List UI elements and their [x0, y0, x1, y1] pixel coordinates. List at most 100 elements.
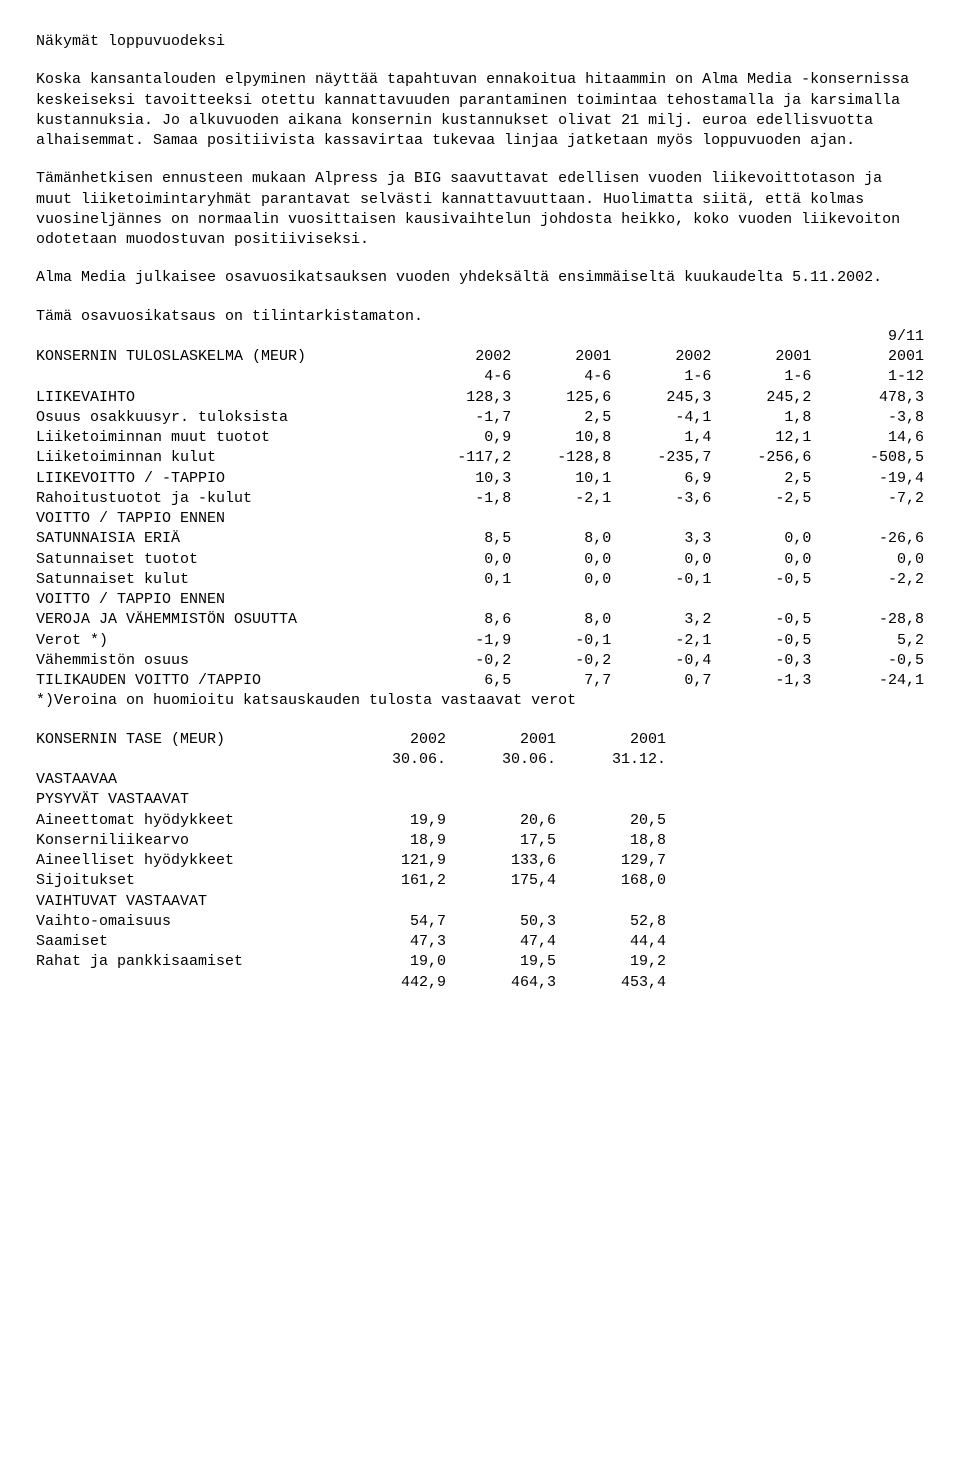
income-cell — [811, 590, 924, 610]
income-row-label: Satunnaiset tuotot — [36, 550, 411, 570]
income-cell: 3,2 — [611, 610, 711, 630]
balance-row: Konserniliikearvo18,917,518,8 — [36, 831, 924, 851]
income-year-2: 2002 — [611, 347, 711, 367]
income-year-3: 2001 — [711, 347, 811, 367]
income-cell: -28,8 — [811, 610, 924, 630]
balance-row-label: VAIHTUVAT VASTAAVAT — [36, 892, 336, 912]
income-cell: -24,1 — [811, 671, 924, 691]
income-cell: 0,0 — [711, 529, 811, 549]
income-row-label: LIIKEVAIHTO — [36, 388, 411, 408]
income-cell: 128,3 — [411, 388, 511, 408]
income-cell: -2,1 — [611, 631, 711, 651]
income-cell: 10,1 — [511, 469, 611, 489]
income-header-years: KONSERNIN TULOSLASKELMA (MEUR) 2002 2001… — [36, 347, 924, 367]
balance-cell — [446, 892, 556, 912]
income-cell: -0,5 — [711, 631, 811, 651]
income-row: VEROJA JA VÄHEMMISTÖN OSUUTTA8,68,03,2-0… — [36, 610, 924, 630]
income-cell: 6,5 — [411, 671, 511, 691]
income-cell: -0,2 — [411, 651, 511, 671]
balance-cell — [446, 770, 556, 790]
income-cell: 6,9 — [611, 469, 711, 489]
balance-date-2: 31.12. — [556, 750, 666, 770]
income-cell — [611, 590, 711, 610]
balance-cell: 175,4 — [446, 871, 556, 891]
income-row: Rahoitustuotot ja -kulut-1,8-2,1-3,6-2,5… — [36, 489, 924, 509]
balance-date-1: 30.06. — [446, 750, 556, 770]
income-cell: -26,6 — [811, 529, 924, 549]
paragraph-3: Alma Media julkaisee osavuosikatsauksen … — [36, 268, 924, 288]
paragraph-4: Tämä osavuosikatsaus on tilintarkistamat… — [36, 307, 924, 327]
balance-cell — [336, 770, 446, 790]
income-cell: 2,5 — [711, 469, 811, 489]
income-period-1: 4-6 — [511, 367, 611, 387]
balance-cell: 129,7 — [556, 851, 666, 871]
income-cell: 0,0 — [511, 550, 611, 570]
income-cell: 8,0 — [511, 529, 611, 549]
income-cell: -3,8 — [811, 408, 924, 428]
income-period-0: 4-6 — [411, 367, 511, 387]
balance-cell: 20,5 — [556, 811, 666, 831]
income-cell: 0,0 — [611, 550, 711, 570]
income-cell — [711, 509, 811, 529]
income-cell: 12,1 — [711, 428, 811, 448]
income-cell: 245,3 — [611, 388, 711, 408]
balance-cell: 19,2 — [556, 952, 666, 972]
balance-row: 442,9464,3453,4 — [36, 973, 924, 993]
balance-row-label: PYSYVÄT VASTAAVAT — [36, 790, 336, 810]
income-row: Liiketoiminnan kulut-117,2-128,8-235,7-2… — [36, 448, 924, 468]
income-cell — [611, 509, 711, 529]
income-row: LIIKEVOITTO / -TAPPIO10,310,16,92,5-19,4 — [36, 469, 924, 489]
balance-year-2: 2001 — [556, 730, 666, 750]
balance-cell: 453,4 — [556, 973, 666, 993]
balance-row-label: Aineettomat hyödykkeet — [36, 811, 336, 831]
balance-header-years: KONSERNIN TASE (MEUR) 2002 2001 2001 — [36, 730, 924, 750]
income-cell — [411, 509, 511, 529]
income-cell: 14,6 — [811, 428, 924, 448]
income-cell: 125,6 — [511, 388, 611, 408]
income-cell: 245,2 — [711, 388, 811, 408]
income-header-periods: 4-6 4-6 1-6 1-6 1-12 — [36, 367, 924, 387]
income-row: SATUNNAISIA ERIÄ8,58,03,30,0-26,6 — [36, 529, 924, 549]
balance-cell: 20,6 — [446, 811, 556, 831]
income-row-label: Liiketoiminnan muut tuotot — [36, 428, 411, 448]
income-cell — [511, 509, 611, 529]
income-year-1: 2001 — [511, 347, 611, 367]
income-row-label: TILIKAUDEN VOITTO /TAPPIO — [36, 671, 411, 691]
income-cell: -0,5 — [811, 651, 924, 671]
section-heading: Näkymät loppuvuodeksi — [36, 32, 924, 52]
balance-row: Aineettomat hyödykkeet19,920,620,5 — [36, 811, 924, 831]
balance-row-label: Sijoitukset — [36, 871, 336, 891]
balance-cell: 442,9 — [336, 973, 446, 993]
income-cell: -0,5 — [711, 570, 811, 590]
income-row-label: Vähemmistön osuus — [36, 651, 411, 671]
income-statement-table: 9/11 KONSERNIN TULOSLASKELMA (MEUR) 2002… — [36, 327, 924, 692]
income-cell: 0,9 — [411, 428, 511, 448]
balance-cell: 168,0 — [556, 871, 666, 891]
income-cell: -19,4 — [811, 469, 924, 489]
income-row: Osuus osakkuusyr. tuloksista-1,72,5-4,11… — [36, 408, 924, 428]
income-cell: 1,4 — [611, 428, 711, 448]
income-cell: 8,6 — [411, 610, 511, 630]
balance-cell: 19,0 — [336, 952, 446, 972]
balance-cell — [446, 790, 556, 810]
income-year-4: 2001 — [811, 347, 924, 367]
income-row: Liiketoiminnan muut tuotot0,910,81,412,1… — [36, 428, 924, 448]
income-year-0: 2002 — [411, 347, 511, 367]
income-cell: 5,2 — [811, 631, 924, 651]
income-footnote: *)Veroina on huomioitu katsauskauden tul… — [36, 691, 924, 711]
balance-year-0: 2002 — [336, 730, 446, 750]
balance-title: KONSERNIN TASE (MEUR) — [36, 730, 336, 750]
income-row: VOITTO / TAPPIO ENNEN — [36, 509, 924, 529]
balance-row: Saamiset47,347,444,4 — [36, 932, 924, 952]
balance-row: VASTAAVAA — [36, 770, 924, 790]
balance-cell: 18,8 — [556, 831, 666, 851]
income-cell: -256,6 — [711, 448, 811, 468]
balance-cell: 52,8 — [556, 912, 666, 932]
income-row-label: VEROJA JA VÄHEMMISTÖN OSUUTTA — [36, 610, 411, 630]
income-period-4: 1-12 — [811, 367, 924, 387]
income-cell: 478,3 — [811, 388, 924, 408]
income-cell: 10,8 — [511, 428, 611, 448]
balance-cell: 121,9 — [336, 851, 446, 871]
income-cell — [511, 590, 611, 610]
balance-cell: 18,9 — [336, 831, 446, 851]
